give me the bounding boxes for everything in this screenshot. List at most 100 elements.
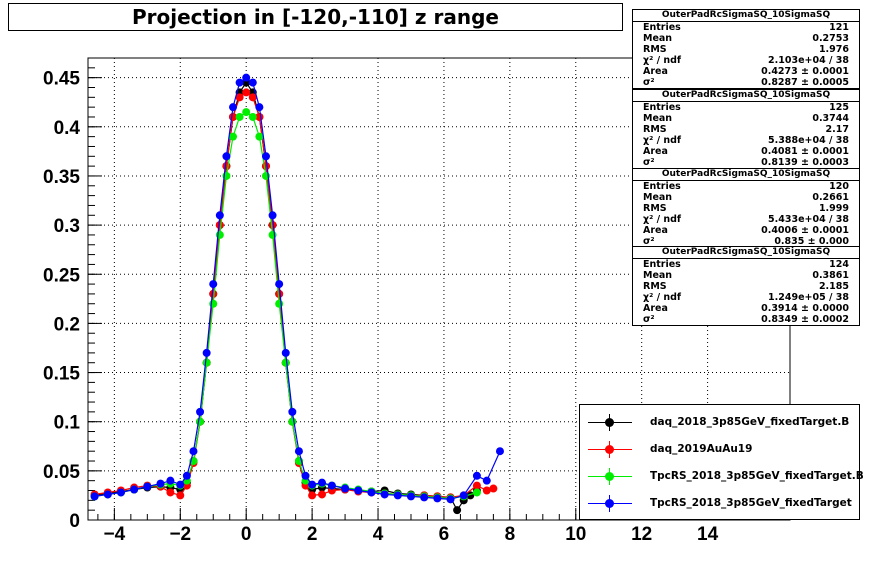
data-point: [472, 471, 481, 480]
stat-row: Entries 120: [633, 181, 859, 192]
data-point: [215, 211, 224, 220]
x-tick-label: 6: [439, 524, 450, 545]
legend-item: daq_2018_3p85GeV_fixedTarget.B: [580, 411, 861, 435]
data-point: [482, 476, 491, 485]
stat-row: χ² / ndf 1.249e+05 / 38: [633, 292, 859, 303]
data-point: [495, 447, 504, 456]
stat-row: χ² / ndf 2.103e+04 / 38: [633, 55, 859, 66]
data-point: [116, 488, 125, 497]
stat-key: Area: [643, 146, 668, 157]
stat-key: RMS: [643, 44, 667, 55]
data-point: [235, 78, 244, 87]
data-point: [406, 492, 415, 501]
x-tick-label: 10: [565, 524, 586, 545]
legend-marker: [605, 472, 614, 481]
stat-row: χ² / ndf 5.433e+04 / 38: [633, 214, 859, 225]
y-tick-label: 0.35: [43, 167, 80, 188]
stat-row: RMS 1.999: [633, 203, 859, 214]
stat-value: 0.3914 ± 0.0000: [761, 303, 849, 314]
stat-value: 0.2661: [812, 192, 849, 203]
data-point: [446, 495, 455, 504]
data-point: [103, 490, 112, 499]
stat-key: Area: [643, 66, 668, 77]
x-tick-label: −4: [104, 524, 126, 545]
y-tick-label: 0.2: [54, 314, 80, 335]
y-tick-label: 0.25: [43, 265, 80, 286]
data-point: [255, 132, 264, 141]
data-point: [459, 491, 468, 500]
data-point: [433, 494, 442, 503]
data-point: [235, 93, 244, 102]
data-point: [215, 221, 224, 230]
stat-row: Mean 0.3744: [633, 113, 859, 124]
series-line: [94, 81, 478, 512]
stat-value: 121: [829, 22, 849, 33]
stat-value: 1.976: [818, 44, 849, 55]
stat-key: χ² / ndf: [643, 214, 682, 225]
data-point: [209, 289, 218, 298]
data-point: [318, 490, 326, 499]
data-point: [222, 162, 231, 171]
stat-value: 0.3861: [812, 270, 849, 281]
x-tick-label: 8: [505, 524, 516, 545]
stat-row: Mean 0.2753: [633, 33, 859, 44]
stat-row: Entries 125: [633, 102, 859, 113]
legend-item: TpcRS_2018_3p85GeV_fixedTarget.B: [580, 465, 864, 489]
data-point: [202, 348, 211, 357]
data-point: [275, 280, 284, 289]
stat-row: Area 0.4081 ± 0.0001: [633, 146, 859, 157]
stat-key: σ²: [643, 77, 655, 88]
data-point: [380, 490, 389, 499]
stat-value: 2.185: [818, 281, 849, 292]
stat-key: χ² / ndf: [643, 55, 682, 66]
series-2: [90, 108, 481, 503]
legend-label: daq_2019AuAu19: [650, 443, 753, 455]
data-point: [308, 480, 317, 489]
data-point: [229, 132, 238, 141]
legend-item: TpcRS_2018_3p85GeV_fixedTarget: [580, 492, 861, 516]
data-point: [268, 221, 277, 230]
stat-row: RMS 1.976: [633, 44, 859, 55]
stat-row: Entries 121: [633, 22, 859, 33]
stat-key: Mean: [643, 270, 673, 281]
stat-value: 0.4006 ± 0.0001: [761, 225, 849, 236]
y-tick-label: 0.45: [43, 69, 80, 90]
y-tick-label: 0.15: [43, 364, 80, 385]
series-1: [90, 88, 498, 502]
stat-key: Mean: [643, 33, 673, 44]
stat-box: OuterPadRcSigmaSQ_10SigmaSQ Entries 120 Mea…: [632, 168, 860, 248]
stat-key: χ² / ndf: [643, 292, 682, 303]
stat-key: χ² / ndf: [643, 135, 682, 146]
stat-key: Mean: [643, 192, 673, 203]
data-point: [420, 493, 429, 502]
data-point: [182, 471, 191, 480]
data-point: [202, 358, 211, 367]
stat-row: χ² / ndf 5.388e+04 / 38: [633, 135, 859, 146]
legend-item: daq_2019AuAu19: [580, 438, 861, 462]
series-line: [94, 76, 501, 501]
data-point: [215, 230, 224, 239]
data-point: [354, 486, 363, 495]
series-layer: [90, 73, 504, 515]
data-point: [281, 348, 290, 357]
data-point: [294, 447, 303, 456]
data-point: [189, 447, 198, 456]
data-point: [166, 476, 175, 485]
x-tick-label: 14: [697, 524, 719, 545]
stat-key: Entries: [643, 181, 681, 192]
data-point: [268, 211, 277, 220]
stat-key: RMS: [643, 203, 667, 214]
legend-marker: [605, 445, 614, 454]
stat-value: 1.249e+05 / 38: [768, 292, 849, 303]
legend-label: TpcRS_2018_3p85GeV_fixedTarget.B: [650, 470, 864, 482]
stat-value: 0.8287 ± 0.0005: [761, 77, 849, 88]
data-point: [482, 486, 491, 495]
series-3: [90, 73, 504, 504]
stat-value: 120: [829, 181, 849, 192]
stat-value: 125: [829, 102, 849, 113]
data-point: [281, 358, 290, 367]
data-point: [301, 471, 310, 480]
stat-key: Entries: [643, 102, 681, 113]
stat-value: 5.388e+04 / 38: [768, 135, 849, 146]
